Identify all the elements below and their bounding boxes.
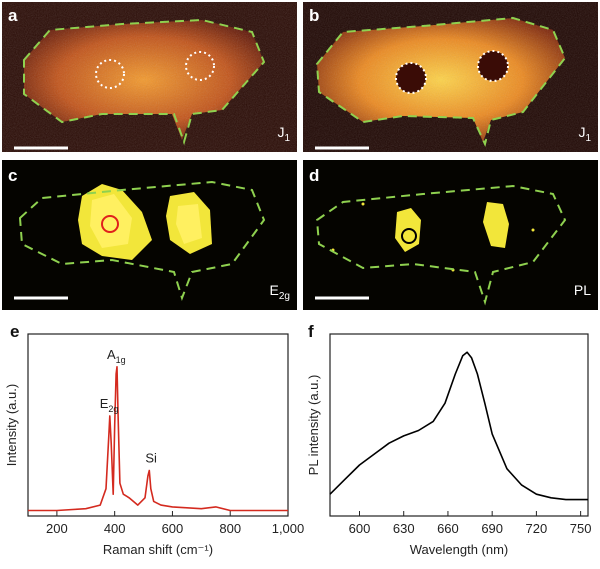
map-c-image [2,160,297,310]
map-a-image [2,2,297,152]
marker-circle-a1 [95,59,125,89]
raman-x-tick-label: 1,000 [272,521,305,536]
flake-outline-b [315,16,567,147]
raman-x-axis-label: Raman shift (cm⁻¹) [103,542,213,557]
raman-peak-label: Si [145,451,157,466]
pl-x-tick-label: 660 [437,521,459,536]
pl-x-tick-label: 750 [570,521,592,536]
pl-plot-frame [329,333,589,517]
raman-series-line-0 [28,365,288,512]
flake-outline-a [23,18,266,146]
marker-circle-b1 [395,62,427,94]
raman-map-c: c E2g [2,160,297,310]
raman-plot-frame [27,333,289,517]
pl-x-tick-label: 690 [481,521,503,536]
raman-x-tick-label: 600 [162,521,184,536]
map-b-image [303,2,598,152]
pl-map-d: d PL [303,160,598,310]
panel-letter-a: a [8,6,18,25]
marker-circle-b2 [477,50,509,82]
pl-y-axis-label: PL intensity (a.u.) [306,375,321,476]
pl-x-tick-label: 600 [349,521,371,536]
pl-spectrum-svg: 600 630 660 690 720 750 Wavelength (nm) PL inte… [306,333,592,557]
panel-letter-e: e [10,322,20,341]
raman-map-b: b J1 [303,2,598,152]
pl-spectrum-chart: 600 630 660 690 720 750 Wavelength (nm) PL inte… [300,320,600,564]
raman-spectrum-svg: 200 400 600 800 1,000 Raman shift (cm⁻¹) Inten… [4,333,304,557]
pl-x-axis-label: Wavelength (nm) [410,542,509,557]
raman-map-a: a J1 [2,2,297,152]
pl-x-tick-label: 630 [393,521,415,536]
raman-x-tick-label: 200 [46,521,68,536]
raman-y-axis-label: Intensity (a.u.) [4,384,19,466]
map-d-image [303,160,598,310]
pl-x-tick-label: 720 [526,521,548,536]
raman-peak-label: A1g [107,347,126,365]
raman-x-tick-label: 400 [104,521,126,536]
marker-circle-d [401,228,417,244]
map-label-a: J1 [277,124,290,144]
panel-letter-d: d [309,166,320,185]
map-label-b: J1 [578,124,591,144]
raman-spectrum-chart: 200 400 600 800 1,000 Raman shift (cm⁻¹) Inten… [0,320,304,564]
raman-peak-label: E2g [100,396,119,414]
marker-circle-a2 [185,51,215,81]
panel-letter-b: b [309,6,320,25]
pl-series-line-0 [329,351,588,501]
panel-letter-f: f [308,322,314,341]
map-label-d: PL [573,282,591,299]
panel-letter-c: c [8,166,18,185]
map-label-c: E2g [269,282,290,302]
flake-outline-c [18,180,266,302]
raman-x-tick-label: 800 [219,521,241,536]
flake-outline-d [315,184,567,306]
marker-circle-c [101,215,119,233]
